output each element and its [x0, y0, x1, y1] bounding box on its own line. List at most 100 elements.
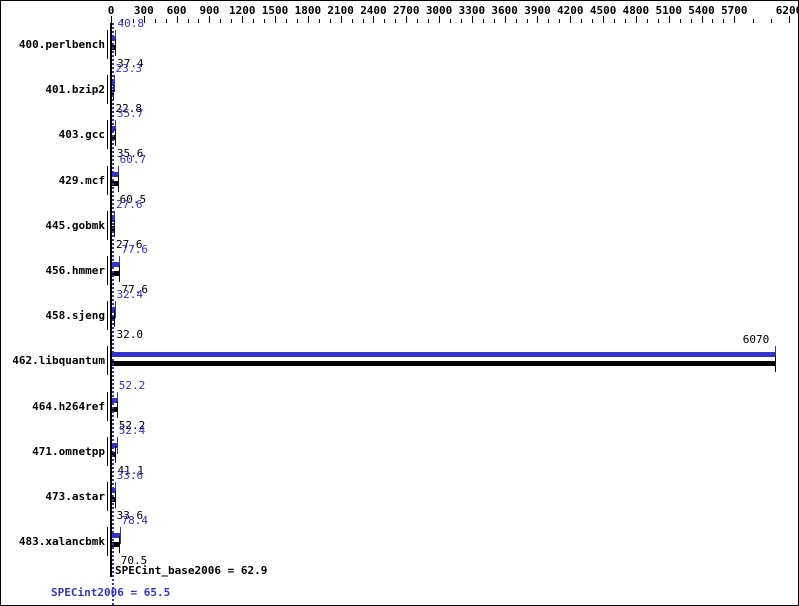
- x-axis-major-tick: [373, 16, 374, 23]
- base-value-label: 60.5: [119, 192, 147, 206]
- x-axis-major-tick: [341, 16, 342, 23]
- benchmark-name-label: 401.bzip2: [45, 83, 105, 97]
- peak-bar-end-cap: [114, 210, 116, 228]
- base-summary-label: SPECint_base2006 = 62.9: [115, 564, 268, 577]
- x-axis-tick-label: 5100: [655, 4, 682, 17]
- benchmark-name-label: 429.mcf: [58, 173, 105, 187]
- peak-value-label: 78.4: [121, 514, 149, 528]
- base-bar: [111, 180, 118, 186]
- x-axis-minor-tick: [264, 19, 265, 23]
- x-axis-major-tick: [242, 16, 243, 23]
- x-axis-minor-tick: [155, 19, 156, 23]
- peak-value-label: 32.4: [116, 288, 144, 302]
- benchmark-name-label: 473.astar: [45, 490, 105, 503]
- benchmark-name-label: 464.h264ref: [32, 399, 105, 413]
- base-bar-end-cap: [118, 536, 120, 554]
- x-axis-tick-label: 600: [166, 4, 187, 17]
- row-origin-cap: [107, 527, 108, 557]
- benchmark-name-label: 471.omnetpp: [32, 444, 105, 458]
- peak-value-label: 52.2: [118, 378, 146, 392]
- peak-bar: [111, 352, 775, 358]
- row-origin-cap: [107, 391, 108, 421]
- x-axis-minor-tick: [548, 19, 549, 23]
- base-value-label: 35.6: [116, 147, 144, 161]
- benchmark-name-label: 456.hmmer: [45, 264, 105, 277]
- x-axis-minor-tick: [753, 19, 754, 23]
- base-bar-end-cap: [116, 400, 118, 418]
- peak-summary-label: SPECint2006 = 65.5: [51, 586, 171, 599]
- x-axis-tick-label: 0: [107, 4, 115, 17]
- row-origin-cap: [107, 346, 108, 376]
- x-axis-tick-label: 300: [133, 4, 154, 17]
- base-bar-end-cap: [114, 219, 116, 237]
- x-axis-major-tick: [669, 16, 670, 23]
- row-origin-cap: [107, 120, 108, 150]
- base-mean-dotted-line: [112, 23, 114, 605]
- peak-bar-end-cap: [119, 256, 121, 273]
- x-axis-minor-tick: [198, 19, 199, 23]
- x-axis-minor-tick: [680, 19, 681, 23]
- x-axis-major-tick: [406, 16, 407, 23]
- x-axis-major-tick: [603, 16, 604, 23]
- x-axis-major-tick: [472, 16, 473, 23]
- peak-bar-end-cap: [116, 391, 118, 409]
- peak-bar-end-cap: [119, 527, 121, 545]
- x-axis-major-tick: [734, 16, 735, 23]
- peak-bar: [111, 171, 118, 177]
- benchmark-name-label: 483.xalancbmk: [18, 535, 105, 549]
- benchmark-name-label: 458.sjeng: [45, 309, 105, 323]
- row-origin-cap: [107, 301, 108, 331]
- x-axis-minor-tick: [352, 19, 353, 23]
- x-axis-major-tick: [636, 16, 637, 23]
- peak-value-label: 33.6: [116, 469, 144, 482]
- x-axis-major-tick: [111, 16, 112, 23]
- x-axis-tick-label: 3000: [425, 4, 453, 17]
- base-bar: [111, 361, 775, 367]
- row-origin-cap: [107, 75, 108, 105]
- x-axis-tick-label: 3300: [458, 4, 486, 17]
- base-bar-end-cap: [114, 491, 116, 508]
- x-axis-minor-tick: [188, 19, 189, 23]
- base-value-label: 77.6: [121, 283, 148, 296]
- x-axis-tick-label: 6200: [775, 4, 798, 17]
- x-axis-tick-label: 900: [199, 4, 220, 17]
- row-origin-cap: [107, 482, 108, 511]
- row-origin-cap: [107, 210, 108, 240]
- peak-value-label: 23.3: [115, 62, 143, 76]
- x-axis-major-tick: [308, 16, 309, 23]
- benchmark-name-label: 445.gobmk: [45, 218, 105, 232]
- base-bar-end-cap: [114, 310, 116, 328]
- peak-value-label: 60.7: [119, 152, 147, 166]
- base-value-label: 22.8: [115, 102, 142, 116]
- base-bar-end-cap: [774, 355, 776, 373]
- x-axis-tick-label: 4200: [557, 4, 584, 17]
- base-bar-end-cap: [114, 129, 116, 147]
- x-axis-minor-tick: [483, 19, 484, 23]
- peak-bar-end-cap: [774, 346, 776, 364]
- row-origin-cap: [107, 436, 108, 466]
- x-axis-major-tick: [439, 16, 440, 23]
- x-axis-minor-tick: [384, 19, 385, 23]
- x-axis-major-tick: [505, 16, 506, 23]
- x-axis-minor-tick: [253, 19, 254, 23]
- x-axis-tick-label: 1500: [261, 4, 289, 17]
- peak-bar-end-cap: [114, 120, 116, 138]
- base-value-label: 33.6: [116, 509, 144, 522]
- x-axis-minor-tick: [122, 19, 123, 23]
- base-value-label: 32.0: [116, 328, 143, 342]
- benchmark-name-label: 462.libquantum: [12, 354, 105, 368]
- zero-axis-line: [110, 23, 112, 578]
- x-axis-minor-tick: [516, 19, 517, 23]
- peak-value-label: 40.8: [117, 17, 144, 30]
- x-axis-minor-tick: [231, 19, 232, 23]
- x-axis-tick-label: 4500: [589, 4, 617, 17]
- x-axis-tick-label: 1200: [228, 4, 256, 17]
- x-axis-minor-tick: [723, 19, 724, 23]
- x-axis-minor-tick: [363, 19, 364, 23]
- benchmark-name-label: 400.perlbench: [18, 38, 105, 51]
- peak-bar-end-cap: [114, 301, 116, 319]
- x-axis-tick-label: 2100: [327, 4, 354, 17]
- x-axis-tick-label: 2400: [360, 4, 387, 17]
- x-axis-minor-tick: [461, 19, 462, 23]
